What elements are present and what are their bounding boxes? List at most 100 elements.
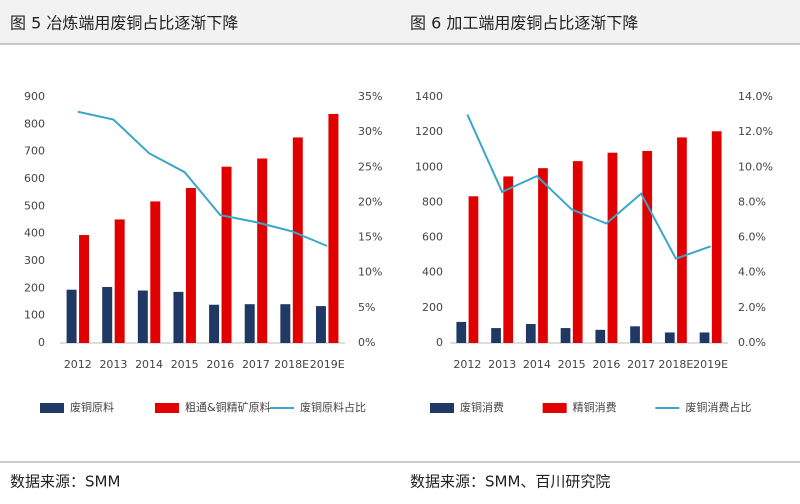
- x-tick-label: 2015: [558, 358, 586, 371]
- bar: [315, 306, 326, 343]
- x-tick-label: 2014: [523, 358, 551, 371]
- legend-label: 废铜原料: [70, 400, 114, 414]
- legend-label: 粗通&铜精矿原料: [185, 400, 271, 414]
- y-tick-label: 0: [436, 336, 443, 349]
- bar: [630, 326, 640, 343]
- y-tick-label: 1400: [415, 90, 443, 103]
- bar: [257, 158, 268, 343]
- x-tick-label: 2012: [64, 358, 92, 371]
- bar: [66, 289, 77, 343]
- x-tick-label: 2018E: [274, 358, 309, 371]
- bar: [209, 304, 220, 343]
- y2-tick-label: 25%: [358, 160, 382, 173]
- bar: [292, 137, 303, 343]
- bar: [468, 196, 479, 343]
- y2-tick-label: 10.0%: [738, 160, 773, 173]
- legend-label: 精铜消费: [573, 400, 617, 414]
- bar: [244, 304, 255, 343]
- y2-tick-label: 2.0%: [738, 301, 766, 314]
- y2-tick-label: 5%: [358, 301, 375, 314]
- bar: [642, 150, 653, 343]
- x-tick-label: 2013: [488, 358, 516, 371]
- y-tick-label: 200: [24, 281, 45, 294]
- y2-tick-label: 6.0%: [738, 231, 766, 244]
- y-tick-label: 100: [24, 309, 45, 322]
- y2-tick-label: 8.0%: [738, 195, 766, 208]
- x-tick-label: 2017: [627, 358, 655, 371]
- y2-tick-label: 4.0%: [738, 266, 766, 279]
- x-tick-label: 2012: [453, 358, 481, 371]
- bar: [221, 166, 232, 343]
- bar: [79, 235, 90, 343]
- header-band: [0, 0, 800, 44]
- legend-swatch: [155, 403, 179, 413]
- bar: [664, 332, 675, 343]
- x-tick-label: 2016: [592, 358, 620, 371]
- bar: [503, 176, 514, 343]
- y-tick-label: 900: [24, 90, 45, 103]
- bar: [491, 328, 501, 343]
- y-tick-label: 500: [24, 199, 45, 212]
- y-tick-label: 800: [24, 117, 45, 130]
- x-tick-label: 2014: [135, 358, 163, 371]
- y-tick-label: 600: [422, 231, 443, 244]
- legend-swatch: [40, 403, 64, 413]
- bar: [560, 328, 571, 343]
- y2-tick-label: 10%: [358, 266, 382, 279]
- legend-label: 废铜消费: [460, 400, 504, 414]
- y2-tick-label: 30%: [358, 125, 382, 138]
- footer-right: 数据来源：SMM、百川研究院: [410, 473, 610, 491]
- bar: [711, 131, 722, 343]
- bar: [595, 329, 606, 343]
- legend-label: 废铜原料占比: [300, 400, 366, 414]
- bar: [677, 137, 687, 343]
- legend-swatch: [430, 403, 454, 413]
- y-tick-label: 1000: [415, 160, 443, 173]
- y-tick-label: 200: [422, 301, 443, 314]
- bar: [525, 324, 536, 343]
- bar: [102, 286, 113, 343]
- header-right: 图 6 加工端用废铜占比逐渐下降: [410, 14, 638, 33]
- bar: [699, 332, 710, 343]
- y2-tick-label: 14.0%: [738, 90, 773, 103]
- bar: [280, 304, 291, 343]
- bar: [114, 219, 125, 343]
- y-tick-label: 400: [24, 227, 45, 240]
- y2-tick-label: 20%: [358, 195, 382, 208]
- x-tick-label: 2016: [206, 358, 234, 371]
- bar: [456, 321, 467, 343]
- y-tick-label: 700: [24, 145, 45, 158]
- footer-left: 数据来源：SMM: [10, 473, 120, 491]
- x-tick-label: 2019E: [693, 358, 728, 371]
- x-tick-label: 2018E: [658, 358, 693, 371]
- x-tick-label: 2019E: [310, 358, 345, 371]
- bar: [572, 161, 583, 343]
- line-series: [466, 114, 711, 260]
- y-tick-label: 1200: [415, 125, 443, 138]
- y-tick-label: 800: [422, 195, 443, 208]
- y2-tick-label: 0.0%: [738, 336, 766, 349]
- bar: [185, 188, 196, 343]
- y-tick-label: 600: [24, 172, 45, 185]
- bar: [137, 290, 148, 343]
- y2-tick-label: 12.0%: [738, 125, 773, 138]
- x-tick-label: 2013: [99, 358, 127, 371]
- legend-label: 废铜消费占比: [685, 400, 751, 414]
- bar: [328, 113, 339, 344]
- y2-tick-label: 35%: [358, 90, 382, 103]
- y-tick-label: 0: [38, 336, 45, 349]
- x-tick-label: 2015: [171, 358, 199, 371]
- y2-tick-label: 0%: [358, 336, 375, 349]
- y2-tick-label: 15%: [358, 231, 382, 244]
- bar: [150, 201, 161, 343]
- header-left: 图 5 冶炼端用废铜占比逐渐下降: [10, 14, 238, 33]
- bar: [538, 168, 548, 343]
- y-tick-label: 300: [24, 254, 45, 267]
- bar: [607, 152, 618, 343]
- legend-swatch: [542, 403, 567, 413]
- y-tick-label: 400: [422, 266, 443, 279]
- bar: [173, 291, 184, 343]
- line-series: [77, 110, 328, 247]
